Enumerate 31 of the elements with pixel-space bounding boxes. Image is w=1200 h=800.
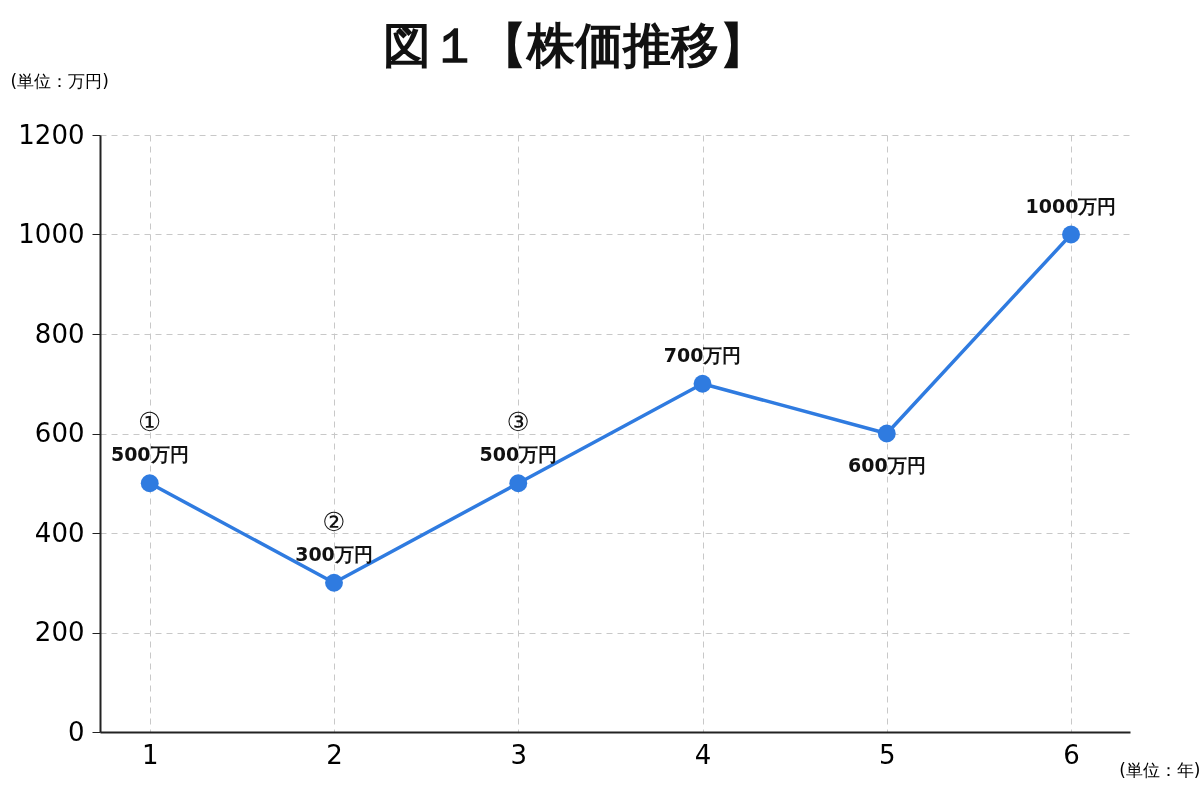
x-tick-label: 5: [879, 739, 896, 770]
y-tick-label: 200: [34, 617, 85, 647]
y-tick-label: 400: [34, 517, 85, 548]
point: [1062, 225, 1080, 244]
annotation: ③: [506, 407, 530, 438]
data-label: 500万円: [110, 443, 189, 466]
point: [140, 474, 159, 493]
data-label: 500万円: [479, 443, 558, 466]
data-label: 600万円: [847, 453, 926, 476]
data-label: 700万円: [663, 343, 742, 366]
y-tick-label: 0: [67, 716, 85, 747]
annotation: ①: [138, 407, 162, 438]
annotation: ②: [322, 506, 346, 537]
x-tick-label: 1: [141, 739, 159, 770]
y-tick-label: 800: [34, 318, 85, 349]
chart-title: 図１【株価推移】: [383, 17, 767, 73]
y-tick-label: 1200: [18, 119, 85, 150]
point: [877, 424, 896, 443]
point: [509, 474, 528, 493]
y-tick-label: 600: [34, 418, 85, 448]
data-label: 300万円: [295, 542, 373, 565]
point: [325, 573, 343, 592]
point: [693, 374, 712, 393]
x-tick-label: 6: [1063, 739, 1080, 770]
y-axis-title: (単位：万円): [10, 70, 109, 91]
x-tick-label: 3: [510, 739, 528, 770]
y-tick-label: 1000: [18, 219, 85, 249]
data-label: 1000万円: [1025, 194, 1117, 217]
x-axis-title: (単位：年): [1119, 759, 1200, 780]
x-tick-label: 2: [326, 739, 343, 770]
x-tick-label: 4: [694, 739, 712, 770]
